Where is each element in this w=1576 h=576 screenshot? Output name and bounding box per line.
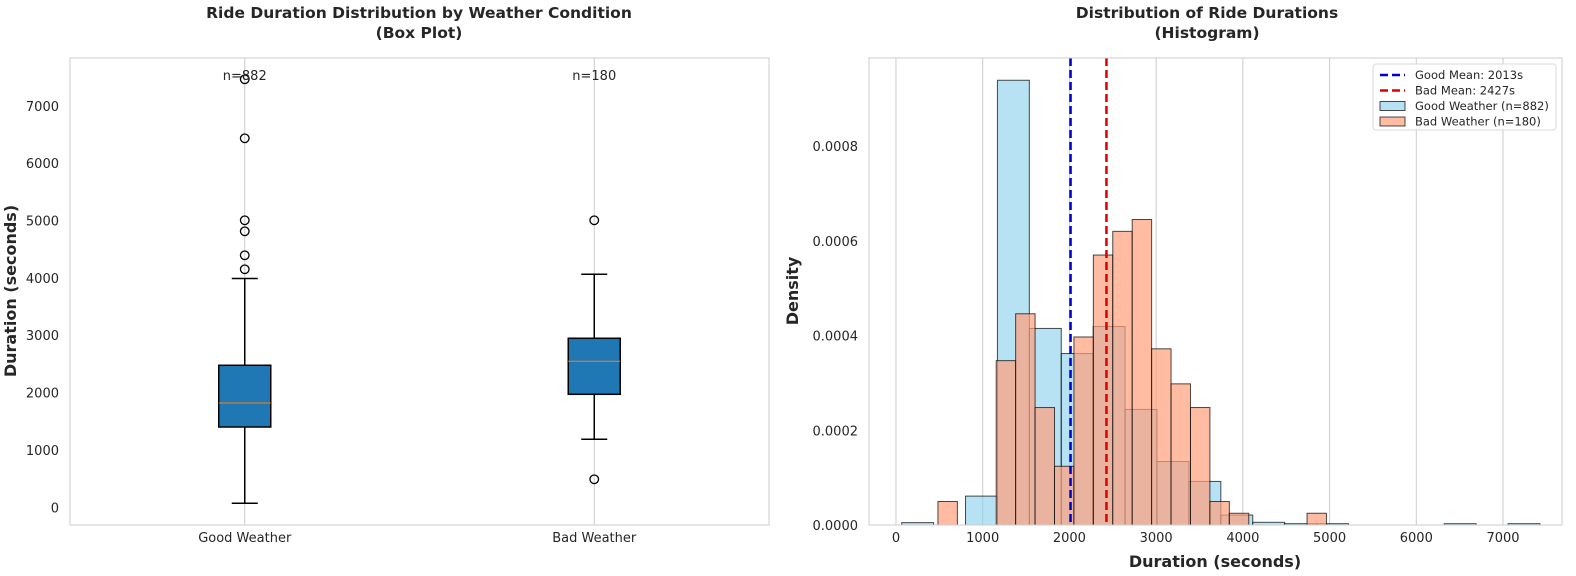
x-tick-label: Good Weather <box>198 531 292 546</box>
x-tick-label: Bad Weather <box>552 531 637 546</box>
x-tick-label: 3000 <box>1140 531 1173 546</box>
y-tick-label: 0.0000 <box>813 519 859 534</box>
boxplot-title-line1: Ride Duration Distribution by Weather Co… <box>206 4 632 22</box>
y-tick-label: 2000 <box>26 387 59 402</box>
iqr-box <box>218 364 272 428</box>
y-tick-label: 0.0002 <box>813 424 859 439</box>
outlier-point <box>589 215 600 226</box>
y-tick-label: 6000 <box>26 157 59 172</box>
outlier-point <box>589 474 600 485</box>
outlier-point <box>239 215 250 226</box>
legend-label: Bad Weather (n=180) <box>1415 115 1541 129</box>
boxplot-panel: Ride Duration Distribution by Weather Co… <box>1 4 770 546</box>
y-tick-label: 5000 <box>26 215 59 230</box>
histogram-bar <box>1306 512 1327 526</box>
sample-size-annotation: n=882 <box>223 69 267 84</box>
box-good: n=882 <box>218 69 272 505</box>
histogram-bar <box>1015 313 1036 526</box>
histogram-bar <box>1034 407 1055 526</box>
outlier-point <box>239 250 250 261</box>
y-tick-label: 0.0004 <box>813 330 859 345</box>
legend-label: Bad Mean: 2427s <box>1415 84 1515 98</box>
boxplot-ylabel: Duration (seconds) <box>1 205 20 377</box>
legend-patch-swatch <box>1379 116 1406 127</box>
x-tick-label: 6000 <box>1400 531 1433 546</box>
histogram-bar <box>1131 219 1153 526</box>
x-tick-label: 0 <box>892 531 900 546</box>
outlier-point <box>239 133 250 144</box>
y-tick-label: 3000 <box>26 329 59 344</box>
histogram-bar <box>1189 407 1211 526</box>
histogram-title-line2: (Histogram) <box>1154 24 1259 42</box>
histogram-xlabel: Duration (seconds) <box>1129 552 1301 571</box>
histogram-bar <box>1092 254 1114 526</box>
histogram-bar <box>937 501 958 526</box>
sample-size-annotation: n=180 <box>572 69 616 84</box>
histogram-bar <box>1151 348 1172 526</box>
y-tick-label: 0.0008 <box>813 140 859 155</box>
x-tick-label: 7000 <box>1486 531 1519 546</box>
histogram-panel: Distribution of Ride Durations (Histogra… <box>783 4 1563 571</box>
x-tick-label: 1000 <box>966 531 999 546</box>
iqr-box <box>567 337 621 396</box>
outlier-point <box>239 226 250 237</box>
legend-label: Good Mean: 2013s <box>1415 68 1523 82</box>
legend-patch-swatch <box>1379 101 1406 111</box>
bad-weather-bars <box>937 219 1327 526</box>
histogram-axes-frame <box>868 57 1563 526</box>
histogram-title-line1: Distribution of Ride Durations <box>1076 4 1338 22</box>
x-tick-label: 5000 <box>1313 531 1346 546</box>
histogram-bar <box>995 360 1017 526</box>
histogram-ylabel: Density <box>783 256 802 325</box>
histogram-bar <box>1209 501 1230 526</box>
boxplot-axes-frame <box>69 57 770 526</box>
histogram-bar <box>1073 336 1094 526</box>
histogram-bar <box>965 495 998 526</box>
x-tick-label: 4000 <box>1226 531 1259 546</box>
histogram-bar <box>1112 230 1133 526</box>
outlier-point <box>239 264 250 275</box>
boxplot-title-line2: (Box Plot) <box>376 24 463 42</box>
legend-label: Good Weather (n=882) <box>1415 99 1549 113</box>
y-tick-label: 0.0006 <box>813 235 859 250</box>
x-tick-label: 2000 <box>1053 531 1086 546</box>
y-tick-label: 4000 <box>26 272 59 287</box>
y-tick-label: 7000 <box>26 100 59 115</box>
y-tick-label: 0 <box>51 501 59 516</box>
legend-frame <box>1372 63 1557 131</box>
outlier-point <box>239 74 250 85</box>
histogram-bar <box>1228 512 1250 526</box>
histogram-bar <box>1170 383 1191 526</box>
y-tick-label: 1000 <box>26 444 59 459</box>
box-bad: n=180 <box>567 69 621 485</box>
